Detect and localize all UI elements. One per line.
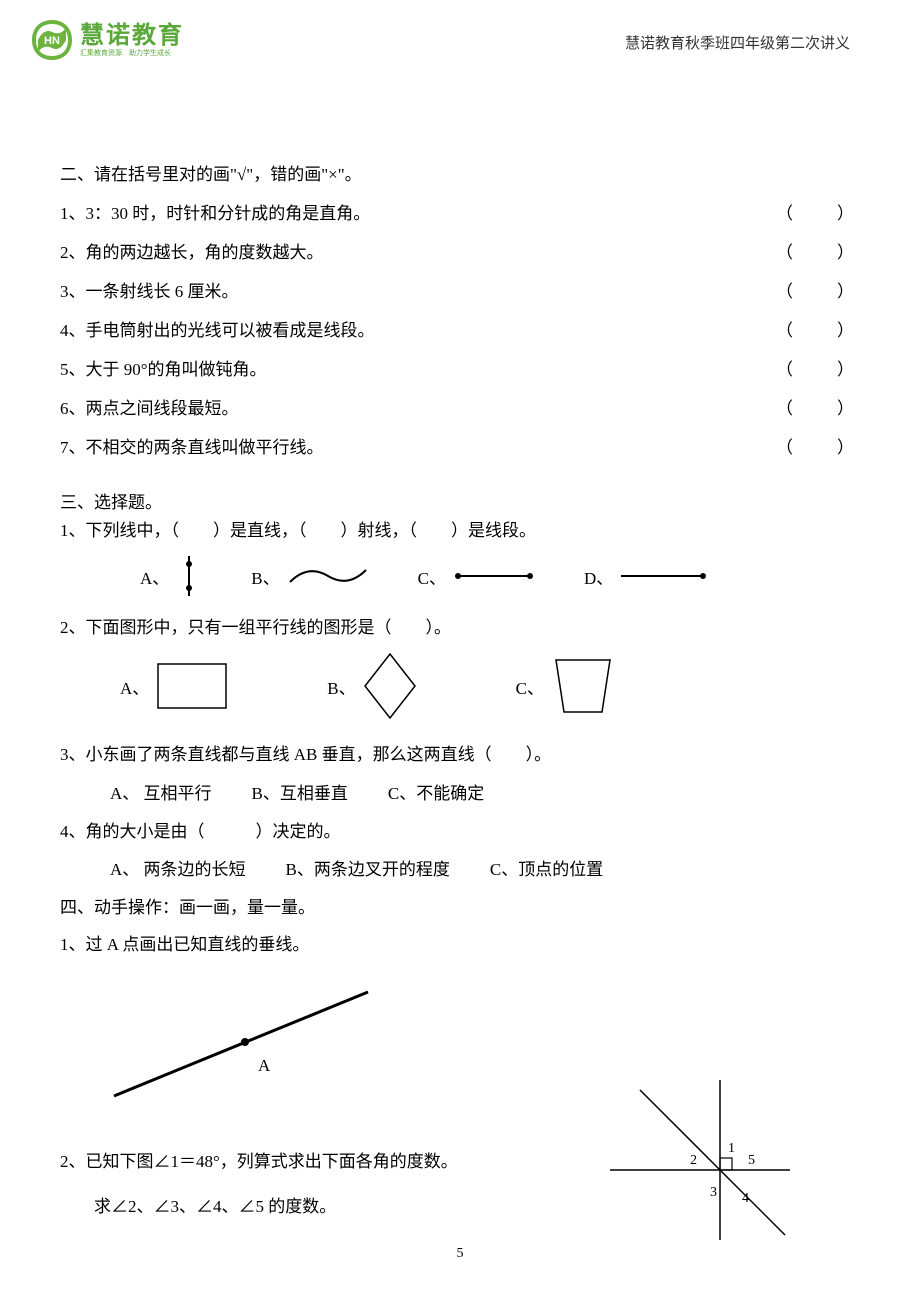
logo-subtitle: 汇集教育资源 助力学生成长 [80, 50, 184, 57]
q3-opt-c: C、不能确定 [388, 779, 484, 804]
logo-title: 慧诺教育 [80, 24, 184, 48]
tf-text: 4、手电筒射出的光线可以被看成是线段。 [60, 316, 770, 341]
line-d-icon [621, 570, 707, 582]
opt2-a: A、 [120, 663, 227, 709]
section4-title: 四、动手操作：画一画，量一量。 [60, 894, 860, 921]
tf-blank[interactable]: （） [770, 355, 860, 380]
tf-blank[interactable]: （） [770, 277, 860, 302]
section2-list: 1、3：30 时，时针和分针成的角是直角。（）2、角的两边越长，角的度数越大。（… [60, 199, 860, 458]
s3-q3: 3、小东画了两条直线都与直线 AB 垂直，那么这两直线（ ）。 [60, 741, 860, 768]
tf-item: 1、3：30 时，时针和分针成的角是直角。（） [60, 199, 860, 224]
opt-a-label: A、 [140, 564, 169, 589]
tf-text: 7、不相交的两条直线叫做平行线。 [60, 433, 770, 458]
logo-icon: HN [30, 18, 74, 62]
opt2-a-label: A、 [120, 674, 149, 699]
opt2-c-label: C、 [516, 674, 544, 699]
tf-blank[interactable]: （） [770, 316, 860, 341]
opt-b: B、 [251, 564, 367, 589]
tf-text: 1、3：30 时，时针和分针成的角是直角。 [60, 199, 770, 224]
section3-title: 三、选择题。 [60, 488, 860, 513]
point-a-label: A [258, 1056, 270, 1076]
s3-q4-options: A、 两条边的长短 B、两条边叉开的程度 C、顶点的位置 [60, 855, 860, 880]
tf-item: 6、两点之间线段最短。（） [60, 394, 860, 419]
page-content: 二、请在括号里对的画"√"，错的画"×"。 1、3：30 时，时针和分针成的角是… [60, 160, 860, 1231]
tf-blank[interactable]: （） [770, 238, 860, 263]
opt-b-label: B、 [251, 564, 279, 589]
logo: HN 慧诺教育 汇集教育资源 助力学生成长 [30, 18, 184, 62]
tf-text: 6、两点之间线段最短。 [60, 394, 770, 419]
page-number: 5 [0, 1246, 920, 1262]
angle-diagram: 1 2 3 4 5 [610, 1080, 790, 1240]
tf-text: 3、一条射线长 6 厘米。 [60, 277, 770, 302]
q3-opt-b: B、互相垂直 [252, 779, 348, 804]
tf-blank[interactable]: （） [770, 199, 860, 224]
section2-title: 二、请在括号里对的画"√"，错的画"×"。 [60, 160, 860, 185]
svg-text:HN: HN [44, 35, 60, 47]
svg-text:3: 3 [710, 1185, 717, 1200]
tf-item: 3、一条射线长 6 厘米。（） [60, 277, 860, 302]
tf-text: 2、角的两边越长，角的度数越大。 [60, 238, 770, 263]
s3-q2-options: A、 B、 C、 [60, 653, 860, 719]
q4-opt-b: B、两条边叉开的程度 [286, 855, 450, 880]
tf-blank[interactable]: （） [770, 394, 860, 419]
opt2-b-label: B、 [327, 674, 355, 699]
shape-rhombus-icon [364, 653, 416, 719]
opt-d: D、 [584, 564, 707, 589]
line-c-icon [454, 570, 534, 582]
tf-blank[interactable]: （） [770, 433, 860, 458]
line-b-icon [288, 564, 368, 588]
tf-item: 7、不相交的两条直线叫做平行线。（） [60, 433, 860, 458]
svg-text:2: 2 [690, 1153, 697, 1168]
opt2-b: B、 [327, 653, 415, 719]
s3-q4: 4、角的大小是由（ ）决定的。 [60, 818, 860, 845]
s3-q1: 1、下列线中，（ ）是直线，（ ）射线，（ ）是线段。 [60, 517, 860, 544]
tf-item: 2、角的两边越长，角的度数越大。（） [60, 238, 860, 263]
opt-c-label: C、 [418, 564, 446, 589]
svg-text:5: 5 [748, 1153, 755, 1168]
tf-text: 5、大于 90°的角叫做钝角。 [60, 355, 770, 380]
s3-q2: 2、下面图形中，只有一组平行线的图形是（ ）。 [60, 614, 860, 641]
opt-c: C、 [418, 564, 534, 589]
s3-q3-options: A、 互相平行 B、互相垂直 C、不能确定 [60, 779, 860, 804]
shape-rect-icon [157, 663, 227, 709]
header-doc-title: 慧诺教育秋季班四年级第二次讲义 [625, 32, 850, 53]
page-header: HN 慧诺教育 汇集教育资源 助力学生成长 慧诺教育秋季班四年级第二次讲义 [0, 18, 920, 68]
s4-q1: 1、过 A 点画出已知直线的垂线。 [60, 931, 860, 958]
opt-d-label: D、 [584, 564, 613, 589]
tf-item: 5、大于 90°的角叫做钝角。（） [60, 355, 860, 380]
tf-item: 4、手电筒射出的光线可以被看成是线段。（） [60, 316, 860, 341]
q4-opt-c: C、顶点的位置 [490, 855, 603, 880]
line-a-icon [177, 556, 201, 596]
svg-text:4: 4 [742, 1191, 749, 1206]
q3-opt-a: A、 互相平行 [110, 779, 212, 804]
opt-a: A、 [140, 556, 201, 596]
svg-text:1: 1 [728, 1141, 735, 1156]
shape-trapezoid-icon [552, 659, 614, 713]
q4-opt-a: A、 两条边的长短 [110, 855, 246, 880]
s3-q1-options: A、 B、 C、 [60, 556, 860, 596]
opt2-c: C、 [516, 659, 614, 713]
